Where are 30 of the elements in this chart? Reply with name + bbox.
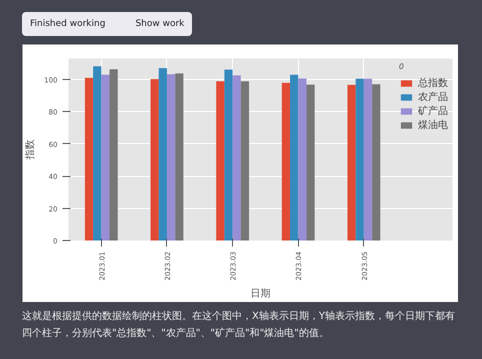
legend-label: 农产品 (418, 90, 448, 104)
legend-label: 总指数 (418, 76, 448, 90)
text: Show work (135, 19, 184, 29)
bar (101, 74, 110, 240)
bar (347, 84, 356, 240)
bar (306, 84, 315, 240)
bar (240, 81, 250, 240)
bar (150, 79, 159, 240)
y-axis-title: 指数 (24, 140, 36, 160)
bar (93, 66, 102, 240)
bar (166, 74, 176, 240)
bar (356, 78, 364, 240)
bar (224, 70, 233, 240)
bar (364, 78, 372, 240)
bar (216, 81, 224, 240)
bar (290, 74, 298, 240)
bar (232, 75, 241, 240)
bar (110, 69, 118, 240)
legend-label: 矿产品 (418, 104, 448, 118)
text: Finished working (30, 19, 106, 29)
bar (298, 78, 306, 240)
bar (372, 84, 380, 240)
bar (84, 78, 94, 240)
x-axis-title: 日期 (250, 287, 270, 300)
bar (175, 73, 184, 240)
legend-title: 0 (399, 62, 404, 71)
text: 这就是根据提供的数据绘制的柱状图。在这个图中，X轴表示日期，Y轴表示指数，每个日期下都有四个柱子，分别代表"总指数"、"农产品"、"矿产品"和"煤油电"的值。 (22, 310, 456, 341)
bar (282, 82, 290, 240)
legend-label: 煤油电 (418, 118, 448, 132)
bar (158, 68, 167, 240)
